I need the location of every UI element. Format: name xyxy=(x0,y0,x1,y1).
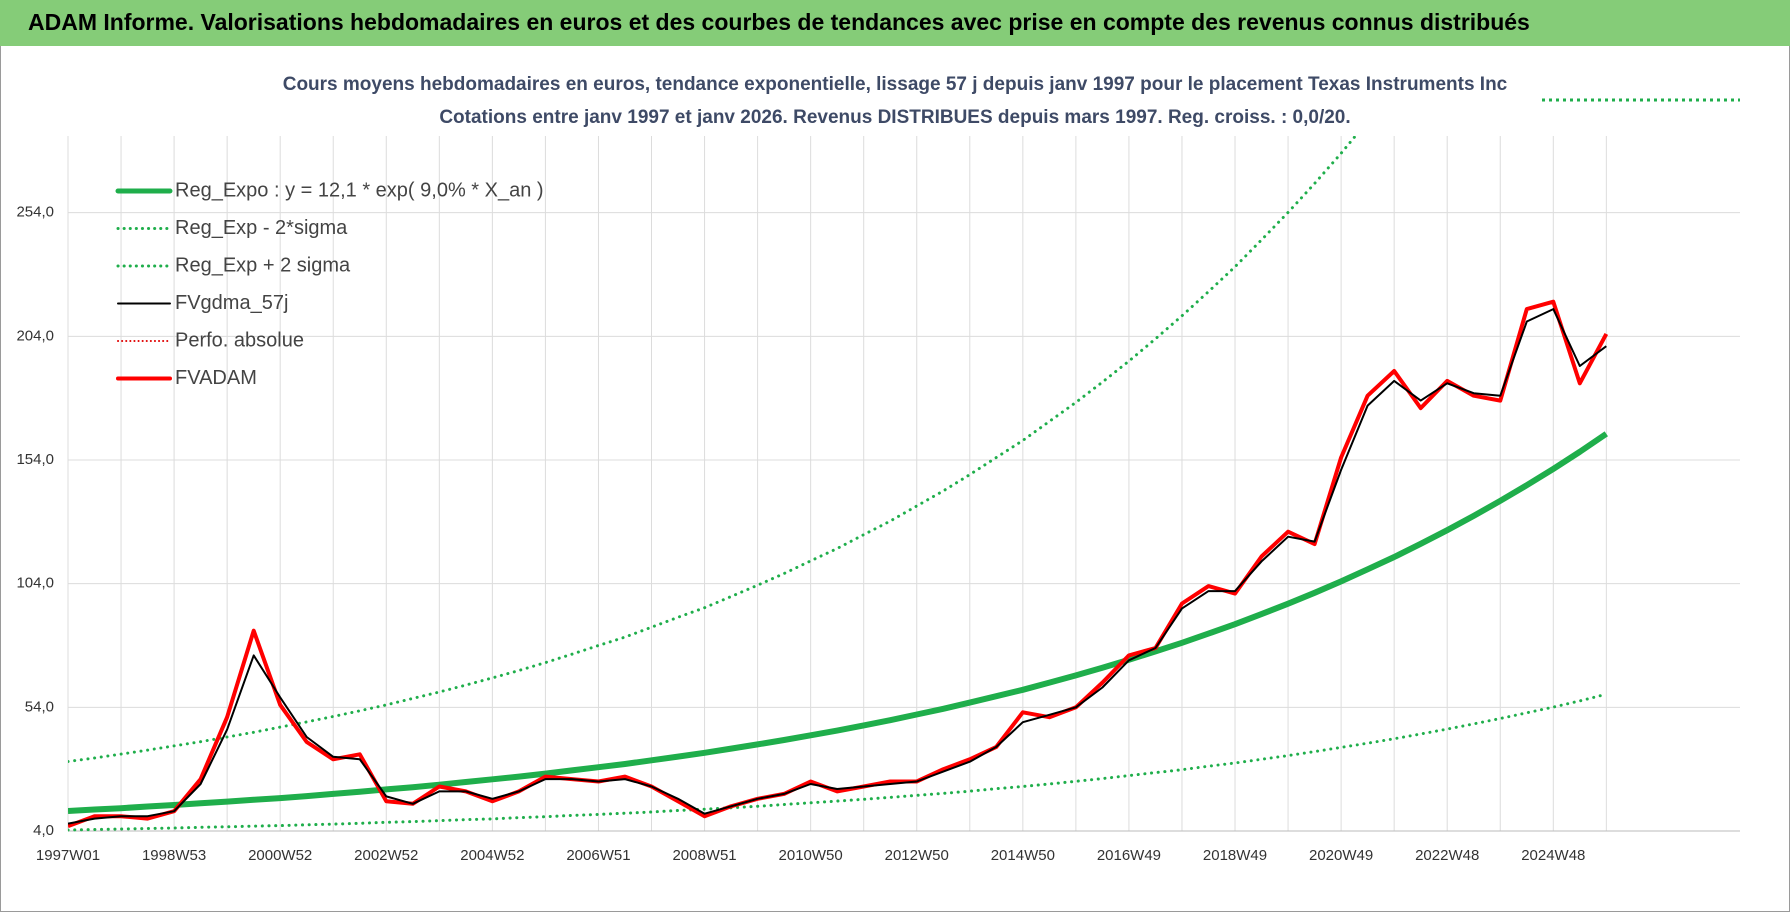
chart-title: Cours moyens hebdomadaires en euros, ten… xyxy=(283,74,1508,95)
y-tick-label: 154,0 xyxy=(16,451,54,468)
series-line xyxy=(68,136,1358,763)
x-tick-label: 2016W49 xyxy=(1097,847,1161,864)
legend-label: FVADAM xyxy=(175,367,257,389)
x-tick-label: 2004W52 xyxy=(460,847,524,864)
legend-label: Reg_Expo : y = 12,1 * exp( 9,0% * X_an ) xyxy=(175,179,544,201)
y-tick-label: 104,0 xyxy=(16,575,54,592)
x-tick-label: 2018W49 xyxy=(1203,847,1267,864)
y-tick-label: 204,0 xyxy=(16,327,54,344)
y-tick-label: 254,0 xyxy=(16,204,54,221)
series-line xyxy=(68,308,1607,825)
legend-label: Reg_Exp + 2 sigma xyxy=(175,254,351,276)
header-title: ADAM Informe. Valorisations hebdomadaire… xyxy=(28,9,1530,35)
y-tick-label: 54,0 xyxy=(25,698,54,715)
x-tick-label: 2008W51 xyxy=(672,847,736,864)
legend-label: Perfo. absolue xyxy=(175,329,304,351)
x-tick-label: 2010W50 xyxy=(779,847,843,864)
series-line xyxy=(68,692,1608,832)
x-tick-label: 2020W49 xyxy=(1309,847,1373,864)
x-tick-label: 2012W50 xyxy=(885,847,949,864)
header-bar xyxy=(0,0,1790,46)
x-tick-label: 2002W52 xyxy=(354,847,418,864)
x-tick-label: 2014W50 xyxy=(991,847,1055,864)
series-line xyxy=(68,299,1609,828)
x-tick-label: 2024W48 xyxy=(1521,847,1585,864)
x-tick-label: 2022W48 xyxy=(1415,847,1479,864)
chart-subtitle: Cotations entre janv 1997 et janv 2026. … xyxy=(439,107,1350,128)
legend-label: Reg_Exp - 2*sigma xyxy=(175,217,348,239)
y-tick-label: 4,0 xyxy=(33,822,54,839)
legend-label: FVgdma_57j xyxy=(175,292,288,314)
x-tick-label: 2000W52 xyxy=(248,847,312,864)
plot-lines xyxy=(68,136,1609,832)
x-tick-label: 1997W01 xyxy=(36,847,100,864)
series-line xyxy=(68,431,1608,814)
x-tick-label: 1998W53 xyxy=(142,847,206,864)
x-tick-label: 2006W51 xyxy=(566,847,630,864)
